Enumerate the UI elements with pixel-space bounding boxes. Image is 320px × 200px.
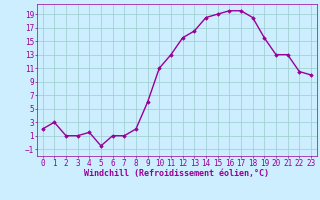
X-axis label: Windchill (Refroidissement éolien,°C): Windchill (Refroidissement éolien,°C) (84, 169, 269, 178)
